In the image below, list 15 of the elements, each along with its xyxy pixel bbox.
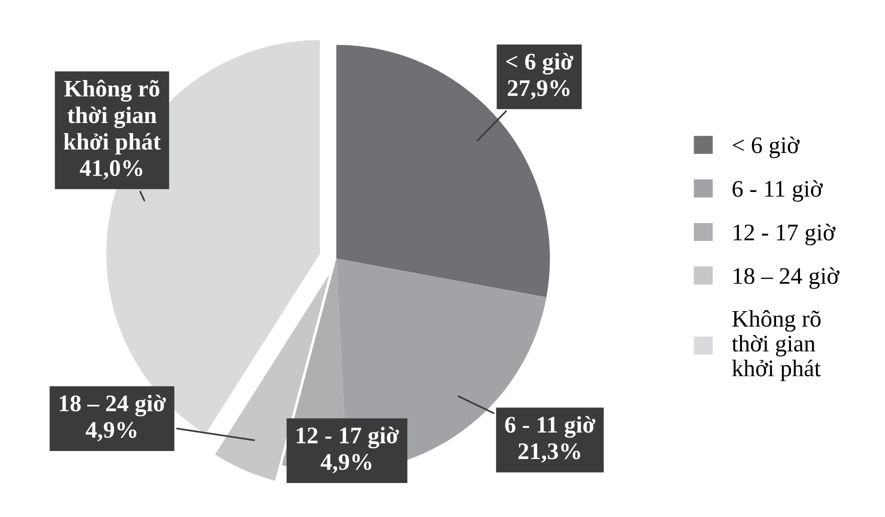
legend-label: < 6 giờ <box>732 136 800 158</box>
slice-label: 6 - 11 giờ <box>505 416 596 438</box>
legend-label: Không rõ thời gian khởi phát <box>732 310 821 382</box>
slice-label: Không rõ thời gian khởi phát <box>64 80 161 155</box>
data-label: 27,9% <box>508 80 570 100</box>
slice-label: 18 – 24 giờ <box>60 394 166 416</box>
slice-label: 12 - 17 giờ <box>296 426 399 448</box>
data-label: 41,0% <box>80 160 142 180</box>
data-label: 4,9% <box>320 454 372 474</box>
data-label: 21,3% <box>518 443 580 463</box>
legend-label: 18 – 24 giờ <box>734 267 840 289</box>
legend-label: 12 - 17 giờ <box>734 224 836 246</box>
slice-label: < 6 giờ <box>506 52 574 75</box>
data-label: 4,9% <box>86 422 136 442</box>
legend-label: 6 - 11 giờ <box>732 180 823 202</box>
